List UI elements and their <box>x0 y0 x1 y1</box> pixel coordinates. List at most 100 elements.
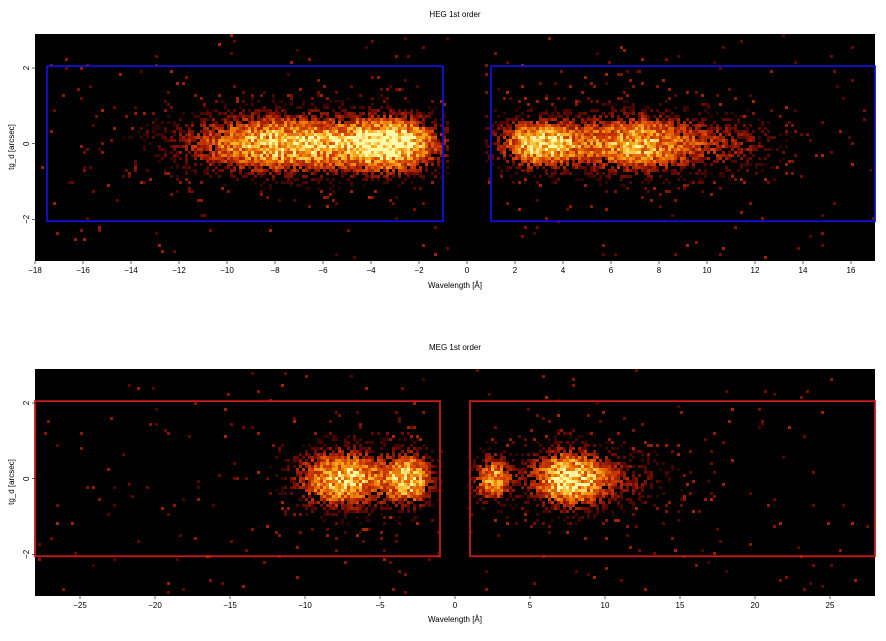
meg-heat-cell <box>389 474 392 477</box>
meg-heat-cell <box>428 495 431 498</box>
heg-heat-cell <box>737 118 740 121</box>
heg-heat-cell <box>431 133 434 136</box>
meg-heat-cell <box>401 507 404 510</box>
meg-heat-cell <box>503 477 506 480</box>
meg-heat-cell <box>305 483 308 486</box>
meg-heat-cell <box>311 510 314 513</box>
heg-heat-cell <box>437 166 440 169</box>
heg-heat-cell <box>179 157 182 160</box>
heg-heat-cell <box>401 127 404 130</box>
heg-heat-cell <box>359 94 362 97</box>
heg-heat-cell <box>158 148 161 151</box>
meg-heat-cell <box>359 489 362 492</box>
heg-heat-cell <box>425 166 428 169</box>
heg-heat-cell <box>272 112 275 115</box>
heg-heat-cell <box>308 133 311 136</box>
heg-heat-cell <box>425 142 428 145</box>
meg-heat-cell <box>320 492 323 495</box>
heg-heat-cell <box>428 106 431 109</box>
heg-heat-cell <box>764 127 767 130</box>
heg-heat-cell <box>377 157 380 160</box>
heg-heat-cell <box>266 112 269 115</box>
meg-heat-cell <box>341 471 344 474</box>
meg-heat-cell <box>434 480 437 483</box>
heg-heat-cell <box>320 160 323 163</box>
heg-heat-cell <box>299 151 302 154</box>
heg-heat-cell <box>248 139 251 142</box>
heg-heat-cell <box>362 124 365 127</box>
meg-heat-cell <box>353 456 356 459</box>
heg-heat-cell <box>716 139 719 142</box>
meg-heat-cell <box>476 468 479 471</box>
heg-heat-cell <box>395 124 398 127</box>
heg-heat-cell <box>647 133 650 136</box>
heg-heat-cell <box>284 142 287 145</box>
heg-heat-cell <box>581 145 584 148</box>
heg-heat-cell <box>281 121 284 124</box>
heg-heat-cell <box>563 160 566 163</box>
heg-heat-cell <box>575 148 578 151</box>
heg-heat-cell <box>614 136 617 139</box>
heg-heat-cell <box>305 124 308 127</box>
heg-heat-cell <box>431 181 434 184</box>
heg-heat-cell <box>734 97 737 100</box>
heg-heat-cell <box>698 112 701 115</box>
meg-heat-cell <box>362 477 365 480</box>
heg-heat-cell <box>215 136 218 139</box>
heg-heat-cell <box>407 121 410 124</box>
heg-heat-cell <box>374 118 377 121</box>
heg-heat-cell <box>659 133 662 136</box>
heg-heat-cell <box>329 187 332 190</box>
heg-heat-cell <box>425 154 428 157</box>
heg-heat-cell <box>419 187 422 190</box>
heg-heat-cell <box>680 169 683 172</box>
meg-heat-cell <box>326 459 329 462</box>
heg-heat-cell <box>689 121 692 124</box>
heg-heat-cell <box>590 175 593 178</box>
heg-heat-cell <box>236 97 239 100</box>
meg-heat-cell <box>506 462 509 465</box>
heg-heat-cell <box>644 178 647 181</box>
heg-heat-cell <box>515 172 518 175</box>
heg-heat-cell <box>317 181 320 184</box>
heg-heat-cell <box>434 121 437 124</box>
heg-heat-cell <box>530 157 533 160</box>
heg-heat-cell <box>671 160 674 163</box>
heg-heat-cell <box>506 61 509 64</box>
heg-heat-cell <box>152 112 155 115</box>
meg-heat-cell <box>419 477 422 480</box>
heg-heat-cell <box>191 145 194 148</box>
meg-heat-cell <box>401 465 404 468</box>
meg-heat-cell <box>359 465 362 468</box>
heg-heat-cell <box>833 70 836 73</box>
meg-heat-cell <box>320 453 323 456</box>
heg-heat-cell <box>221 148 224 151</box>
heg-heat-cell <box>416 115 419 118</box>
heg-heat-cell <box>596 52 599 55</box>
heg-heat-cell <box>320 124 323 127</box>
heg-heat-cell <box>644 157 647 160</box>
heg-heat-cell <box>539 163 542 166</box>
heg-heat-cell <box>371 196 374 199</box>
heg-heat-cell <box>725 145 728 148</box>
heg-heat-cell <box>518 145 521 148</box>
heg-heat-cell <box>305 175 308 178</box>
heg-heat-cell <box>173 121 176 124</box>
heg-heat-cell <box>380 160 383 163</box>
meg-heat-cell <box>308 492 311 495</box>
heg-heat-cell <box>248 172 251 175</box>
heg-heat-cell <box>662 160 665 163</box>
heg-heat-cell <box>338 139 341 142</box>
heg-heat-cell <box>572 145 575 148</box>
heg-heat-cell <box>716 94 719 97</box>
meg-heat-cell <box>413 480 416 483</box>
heg-heat-cell <box>308 157 311 160</box>
heg-heat-cell <box>743 133 746 136</box>
heg-heat-cell <box>758 136 761 139</box>
heg-heat-cell <box>410 157 413 160</box>
heg-heat-cell <box>164 148 167 151</box>
heg-heat-cell <box>683 106 686 109</box>
heg-heat-cell <box>350 181 353 184</box>
heg-heat-cell <box>383 157 386 160</box>
meg-heat-cell <box>386 438 389 441</box>
